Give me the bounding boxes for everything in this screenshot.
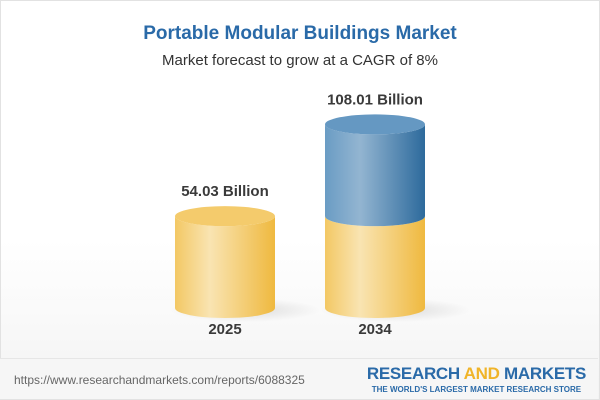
cylinder-top-2034 xyxy=(325,114,425,135)
footer-bar xyxy=(0,358,598,399)
category-label: 2034 xyxy=(358,321,392,338)
research-and-markets-logo: RESEARCH AND MARKETS THE WORLD'S LARGEST… xyxy=(366,364,586,394)
cylinder-chart: 54.03 Billion 2025 108.01 Billion 2034 xyxy=(170,91,470,338)
cylinder-top-2025 xyxy=(175,206,275,227)
data-label: 108.01 Billion xyxy=(327,91,423,108)
report-url[interactable]: https://www.researchandmarkets.com/repor… xyxy=(14,373,305,387)
category-label: 2025 xyxy=(208,321,241,338)
chart-title: Portable Modular Buildings Market xyxy=(143,23,457,44)
cylinder-growth-segment xyxy=(325,124,425,227)
chart-subtitle: Market forecast to grow at a CAGR of 8% xyxy=(162,52,438,69)
cylinder-base-segment xyxy=(325,216,425,318)
cylinder-2025 xyxy=(175,216,275,318)
data-label: 54.03 Billion xyxy=(181,183,269,200)
